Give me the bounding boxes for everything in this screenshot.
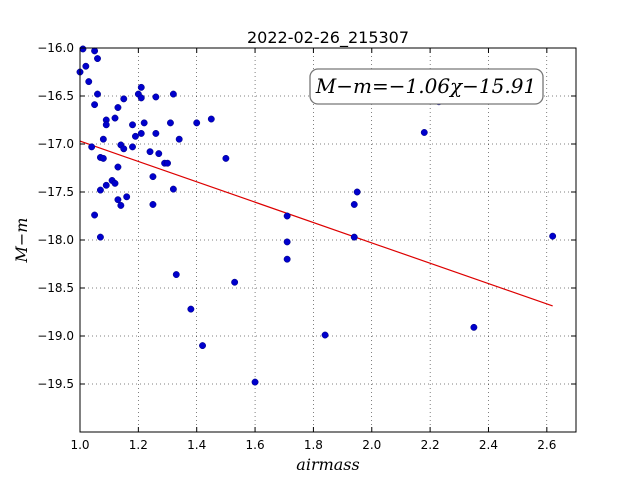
data-point — [199, 342, 206, 350]
data-point — [91, 101, 99, 109]
data-point — [169, 185, 177, 193]
data-point — [82, 62, 90, 70]
x-tick-label: 1.6 — [246, 438, 265, 452]
data-point — [85, 78, 93, 86]
fit-line — [79, 140, 553, 307]
x-tick-label: 2.0 — [362, 438, 381, 452]
data-point — [102, 121, 110, 129]
axis-ticks: 1.0 1.2 1.4 1.6 1.8 2.0 2.2 2.4 2.6 −16.0 −16.5 −17… — [37, 41, 576, 452]
data-point — [149, 201, 157, 208]
data-point — [123, 193, 131, 201]
data-point — [231, 278, 239, 286]
data-point — [96, 233, 104, 241]
data-point — [102, 181, 110, 189]
data-point — [114, 196, 122, 204]
data-point — [149, 173, 157, 181]
data-point — [152, 93, 160, 101]
x-axis-label: airmass — [296, 455, 359, 474]
data-point — [350, 201, 358, 208]
data-point — [111, 114, 119, 122]
data-point — [146, 148, 154, 156]
data-point — [94, 55, 101, 63]
chart-title: 2022-02-26_215307 — [247, 28, 409, 48]
y-tick-label: −18.0 — [37, 233, 74, 247]
y-tick-label: −19.5 — [37, 377, 74, 391]
data-point — [137, 83, 145, 91]
data-point — [140, 119, 148, 127]
annotation-text: M−m=−1.06χ−15.91 — [315, 74, 536, 98]
x-tick-label: 2.2 — [421, 438, 440, 452]
equation-annotation: M−m=−1.06χ−15.91 — [309, 68, 544, 105]
data-point — [137, 94, 145, 102]
data-point — [129, 121, 136, 129]
x-tick-label: 2.4 — [479, 438, 498, 452]
data-point — [470, 323, 478, 331]
data-point — [164, 159, 171, 167]
data-point — [88, 143, 96, 151]
y-tick-label: −17.5 — [37, 185, 74, 199]
data-point — [137, 129, 145, 137]
y-tick-label: −16.0 — [37, 41, 74, 55]
data-point — [91, 47, 99, 55]
fit-line-layer — [79, 140, 553, 307]
data-point — [129, 143, 136, 151]
data-point — [94, 90, 101, 98]
data-point — [114, 104, 122, 111]
data-point — [99, 154, 107, 162]
data-point — [175, 135, 183, 143]
data-point — [283, 255, 291, 263]
x-tick-label: 2.6 — [537, 438, 556, 452]
data-point — [120, 95, 128, 103]
data-point — [251, 378, 259, 386]
x-tick-label: 1.4 — [187, 438, 206, 452]
points-layer — [76, 45, 557, 386]
data-point — [420, 129, 428, 136]
data-point — [350, 233, 358, 241]
x-tick-label: 1.8 — [304, 438, 323, 452]
data-point — [114, 163, 122, 171]
data-point — [79, 45, 87, 53]
data-point — [155, 150, 163, 158]
y-tick-label: −16.5 — [37, 89, 74, 103]
data-point — [166, 119, 174, 127]
data-point — [111, 179, 119, 187]
data-point — [120, 145, 128, 153]
x-tick-label: 1.0 — [70, 438, 89, 452]
data-point — [169, 90, 177, 98]
data-point — [283, 238, 291, 246]
data-point — [96, 186, 104, 194]
data-point — [353, 188, 361, 196]
data-point — [549, 232, 557, 240]
y-axis-label: M−m — [12, 218, 31, 264]
data-point — [187, 305, 195, 313]
data-point — [91, 211, 99, 219]
data-point — [283, 212, 291, 220]
data-point — [131, 132, 139, 140]
x-tick-label: 1.2 — [129, 438, 148, 452]
y-tick-label: −19.0 — [37, 329, 74, 343]
data-point — [222, 154, 230, 162]
data-point — [117, 201, 125, 209]
data-point — [152, 129, 160, 137]
data-point — [207, 115, 215, 123]
y-tick-label: −17.0 — [37, 137, 74, 151]
annotation-box — [309, 68, 544, 105]
data-point — [193, 119, 201, 127]
data-point — [172, 271, 180, 279]
data-point — [321, 331, 329, 339]
data-point — [99, 135, 107, 143]
y-tick-label: −18.5 — [37, 281, 74, 295]
